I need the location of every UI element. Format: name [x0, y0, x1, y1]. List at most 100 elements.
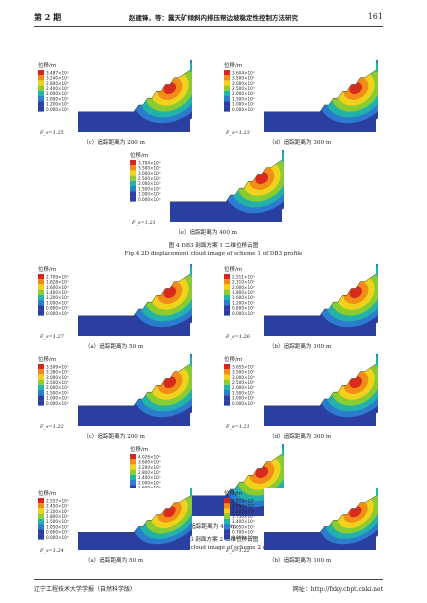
legend-swatch [38, 80, 44, 86]
legend-level: 2.800×10⁰ [138, 470, 161, 475]
legend-level: 1.000×10⁰ [46, 396, 69, 401]
fig4-panel-c: 位移/m 3.487×10⁰ 3.240×10⁰ 2.800×10⁰ 2.400×10⁰… [36, 60, 192, 136]
legend-level: 3.487×10⁰ [46, 70, 69, 75]
legend-swatch [224, 400, 230, 406]
legend-level: 1.600×10⁰ [232, 295, 255, 300]
slope-model [264, 264, 378, 336]
legend-level: 0.600×10⁰ [46, 530, 69, 535]
legend-level: 1.500×10⁰ [46, 390, 69, 395]
legend-level: 2.500×10⁰ [138, 176, 161, 181]
legend-level: 0.000×10⁰ [46, 311, 69, 316]
safety-factor: F_s=1.26 [225, 334, 251, 340]
legend-level: 2.400×10⁰ [46, 86, 69, 91]
legend-swatch [38, 518, 44, 524]
legend-unit: 位移/m [130, 151, 148, 159]
legend-level: 0.000×10⁰ [232, 535, 255, 540]
legend-level: 2.000×10⁰ [46, 91, 69, 96]
legend-swatch [224, 310, 230, 316]
legend-swatch [224, 513, 230, 519]
legend-swatch [224, 518, 230, 524]
safety-factor: F_s=1.25 [39, 130, 64, 136]
legend-unit: 位移/m [224, 61, 242, 69]
fig5-caption-b: （b）追踪距离为 100 m [268, 344, 332, 350]
legend-level: 0.000×10⁰ [232, 311, 255, 316]
legend-swatch [38, 305, 44, 311]
page-header: 第 2 期 赵建锋，等：露天矿倾斜内排压帮边坡稳定性控制方法研究 161 [0, 0, 427, 32]
legend-level: 1.600×10⁰ [46, 285, 69, 290]
legend-swatch [224, 300, 230, 306]
header-rule [34, 26, 383, 27]
legend-level: 0.000×10⁰ [232, 107, 255, 112]
legend-swatch [38, 390, 44, 396]
legend-swatch [224, 524, 230, 530]
legend-level: 1.200×10⁰ [46, 295, 69, 300]
fig5-panel-a: 位移/m 2.709×10⁰ 1.828×10⁰ 1.600×10⁰ 1.400×10⁰… [36, 264, 192, 340]
legend-swatch [130, 191, 136, 197]
legend-level: 2.818×10⁰ [232, 498, 255, 503]
legend-swatch [224, 284, 230, 290]
legend-swatch [224, 384, 230, 390]
fig4-caption-d: （d）追踪距离为 300 m [268, 140, 332, 146]
legend-unit: 位移/m [38, 355, 56, 363]
legend-swatch [224, 80, 230, 86]
legend-level: 1.400×10⁰ [232, 519, 255, 524]
legend-level: 3.604×10⁰ [232, 70, 255, 75]
legend-swatch [38, 395, 44, 401]
legend-level: 2.450×10⁰ [232, 504, 255, 509]
legend-level: 0.700×10⁰ [232, 530, 255, 535]
legend-level: 1.400×10⁰ [46, 290, 69, 295]
legend-level: 2.500×10⁰ [46, 380, 69, 385]
legend-swatch [130, 469, 136, 475]
legend-level: 2.450×10⁰ [46, 504, 69, 509]
legend-swatch [38, 379, 44, 385]
legend-level: 0.800×10⁰ [232, 306, 255, 311]
legend-level: 1.800×10⁰ [232, 290, 255, 295]
safety-factor: F_s=1.21 [225, 424, 250, 430]
legend-swatch [224, 90, 230, 96]
slope-model [78, 354, 192, 426]
legend-level: 2.100×10⁰ [46, 509, 69, 514]
legend-level: 1.500×10⁰ [46, 519, 69, 524]
fig4-caption-en: Fig.4 2D displacement cloud image of sch… [124, 251, 303, 257]
legend-level: 3.600×10⁰ [138, 460, 161, 465]
legend-swatch [38, 498, 44, 504]
legend-swatch [130, 180, 136, 186]
legend-swatch [224, 289, 230, 295]
legend-level: 1.200×10⁰ [232, 300, 255, 305]
legend-swatch [38, 508, 44, 514]
legend-swatch [38, 289, 44, 295]
fig5-caption-cn: 图 5 DB3 剖面方案 2 二维位移云图 [168, 537, 259, 543]
legend-level: 2.000×10⁰ [138, 181, 161, 186]
fig5-caption-d: （d）追踪距离为 300 m [268, 434, 332, 440]
legend-swatch [38, 310, 44, 316]
legend-swatch [224, 85, 230, 91]
legend-level: 3.200×10⁰ [138, 465, 161, 470]
legend-swatch [38, 284, 44, 290]
legend-level: 1.050×10⁰ [232, 524, 255, 529]
legend-level: 2.511×10⁰ [232, 274, 255, 279]
legend-level: 2.000×10⁰ [232, 385, 255, 390]
fig4-caption-c: （c）追踪距离为 200 m [83, 140, 145, 146]
legend-level: 2.310×10⁰ [232, 280, 255, 285]
legend-swatch [224, 503, 230, 509]
legend-level: 1.600×10⁰ [46, 96, 69, 101]
legend-level: 3.000×10⁰ [232, 375, 255, 380]
legend-level: 3.704×10⁰ [138, 160, 161, 165]
legend-swatch [224, 395, 230, 401]
legend-level: 1.000×10⁰ [232, 396, 255, 401]
legend-swatch [130, 175, 136, 181]
slope-model [264, 488, 378, 550]
fig5-panel-b: 位移/m 2.511×10⁰ 2.310×10⁰ 2.000×10⁰ 1.800×10⁰… [222, 264, 378, 340]
legend-level: 3.000×10⁰ [138, 171, 161, 176]
legend-swatch [38, 529, 44, 535]
legend-swatch [130, 160, 136, 166]
legend-swatch [38, 279, 44, 285]
legend-swatch [38, 75, 44, 81]
legend-swatch [38, 369, 44, 375]
legend-level: 2.500×10⁰ [232, 86, 255, 91]
fig5-caption-c: （c）追踪距离为 200 m [83, 434, 145, 440]
legend-level: 1.200×10⁰ [46, 102, 69, 107]
fig5-caption-e: （e）追踪距离为 400m [175, 524, 237, 530]
legend-level: 3.000×10⁰ [46, 375, 69, 380]
legend-level: 1.000×10⁰ [46, 300, 69, 305]
